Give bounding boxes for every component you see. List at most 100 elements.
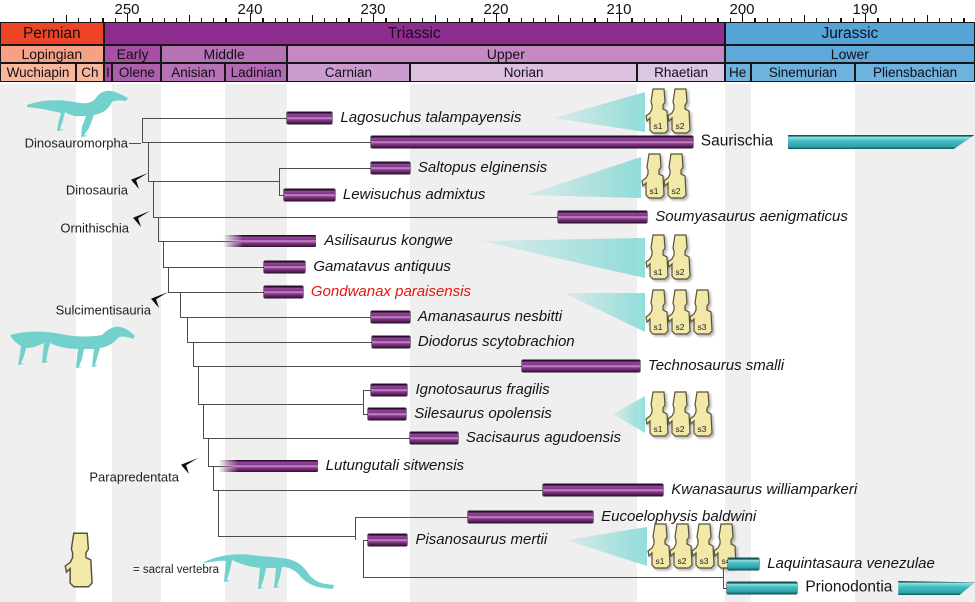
long-necked-dinosaur-silhouette-icon (202, 554, 334, 589)
sacral-vertebra-icon: s2 (667, 88, 691, 134)
tree-branch-line (168, 267, 170, 292)
axis-tick (114, 18, 116, 22)
taxon-label-pisanosaurus-mertii: Pisanosaurus mertii (415, 530, 548, 548)
sacral-group-pisanosaurus-mertii: s1 s2 s3 s4 (647, 523, 737, 569)
axis-tick (557, 15, 559, 22)
axis-tick (127, 13, 129, 22)
timescale-cell-lower: Lower (724, 45, 975, 63)
timescale-cell-label: I (106, 65, 110, 80)
axis-tick (262, 18, 264, 22)
timescale-cell-sinemurian: Sinemurian (750, 63, 856, 82)
clade-label-sulcimentisauria: Sulcimentisauria (55, 302, 151, 318)
tree-branch-line (279, 168, 373, 170)
axis-tick (594, 18, 596, 22)
axis-tick (373, 13, 375, 22)
axis-tick (901, 18, 904, 22)
axis-tick (225, 18, 227, 22)
svg-text:s2: s2 (678, 556, 687, 566)
timescale-cell-label: Permian (22, 24, 81, 42)
taxon-range-bar-kwanasaurus-williamparkeri (542, 484, 664, 496)
axis-tick (446, 18, 449, 22)
tree-branch-line (363, 577, 723, 579)
axis-tick (914, 18, 916, 22)
tree-branch-line (148, 181, 279, 183)
tree-branch-line (193, 366, 524, 368)
tree-branch-line (168, 292, 266, 294)
taxon-label-gondwanax-paraisensis: Gondwanax paraisensis (310, 282, 471, 300)
timescale-cell-rhaetian: Rhaetian (637, 63, 725, 82)
axis-tick (951, 18, 953, 22)
axis-tick (139, 18, 141, 22)
axis-tick (828, 18, 830, 22)
timescale-cell-label: Early (116, 46, 149, 62)
axis-tick (286, 18, 289, 22)
timescale-cell-label: Carnian (324, 65, 373, 80)
tree-branch-line (142, 118, 144, 142)
taxon-label-prionodontia: Prionodontia (805, 578, 893, 596)
axis-tick (791, 18, 793, 22)
tree-branch-line (198, 366, 200, 404)
tree-branch-line (180, 292, 182, 317)
axis-tick (311, 15, 313, 22)
sacral-group-gondwanax-paraisensis: s1 s2 s3 (645, 289, 713, 335)
axis-tick-label-250: 250 (114, 1, 140, 18)
taxon-label-diodorus-scytobrachion: Diodorus scytobrachion (417, 332, 575, 350)
axis-tick (409, 18, 412, 22)
tree-branch-line (218, 490, 220, 536)
tree-branch-line (213, 490, 545, 492)
taxon-label-lutungutali-sitwensis: Lutungutali sitwensis (325, 456, 465, 474)
taxon-range-bar-asilisaurus-kongwe (222, 235, 317, 247)
tree-branch-line (198, 404, 363, 406)
svg-text:s1: s1 (654, 424, 663, 434)
axis-tick (606, 18, 608, 22)
axis-tick-label-190: 190 (852, 1, 878, 18)
timescale-cell-label: He (729, 65, 747, 80)
taxon-range-bar-gondwanax-paraisensis (263, 286, 303, 298)
timescale-cell-label: Jurassic (821, 24, 879, 42)
bg-stripe (112, 84, 162, 602)
axis-tick (889, 18, 891, 22)
sacral-vertebra-icon: s1 (647, 523, 671, 569)
tree-branch-line (279, 195, 288, 197)
axis-tick (397, 18, 399, 22)
taxon-label-lagosuchus-talampayensis: Lagosuchus talampayensis (340, 108, 522, 126)
timescale-cell-he: He (724, 63, 751, 82)
timescale-cell-label: Wuchiapin (6, 65, 70, 80)
axis-tick (877, 18, 879, 22)
taxon-label-ignotosaurus-fragilis: Ignotosaurus fragilis (415, 380, 550, 398)
tree-branch-line (355, 517, 470, 519)
svg-text:s1: s1 (650, 186, 659, 196)
sacral-group-lewisuchus-admixtus: s1 s2 (641, 153, 687, 199)
timescale-cell-ladinian: Ladinian (225, 63, 287, 82)
axis-tick (778, 18, 781, 22)
taxon-range-bar-soumyasaurus-aenigmaticus (557, 211, 648, 223)
timescale-cell-label: Sinemurian (768, 65, 838, 80)
tree-branch-line (187, 342, 374, 344)
sacral-group-lagosuchus-talampayensis: s1 s2 (645, 88, 691, 134)
timescale-cell-label: Ch (81, 65, 99, 80)
sacral-vertebra-icon: s1 (641, 153, 665, 199)
axis-tick (336, 18, 338, 22)
sacral-vertebra-icon: s2 (667, 289, 691, 335)
range-continuation-arrow-saurischia (787, 135, 975, 149)
axis-tick (532, 18, 535, 22)
sacral-vertebra-icon: s1 (645, 289, 669, 335)
axis-tick (926, 15, 928, 22)
sacral-vertebra-icon: s1 (645, 88, 669, 134)
sacral-vertebra-icon: s1 (645, 234, 669, 280)
timescale-cell-label: Middle (203, 46, 245, 62)
axis-tick (840, 18, 842, 22)
tree-branch-line (723, 564, 725, 588)
tree-branch-line (355, 517, 357, 540)
tree-branch-line (187, 317, 189, 342)
taxon-range-bar-laquintasaura-venezulae (728, 558, 760, 570)
timescale-cell-label: Anisian (171, 65, 216, 80)
clade-arrow-icon (181, 458, 198, 474)
taxon-label-saltopus-elginensis: Saltopus elginensis (417, 158, 548, 176)
sacral-vertebra-icon: s3 (691, 523, 715, 569)
tree-branch-line (158, 241, 242, 243)
svg-text:s3: s3 (698, 424, 707, 434)
svg-text:s2: s2 (676, 121, 685, 131)
axis-tick-label-210: 210 (606, 1, 632, 18)
sacral-vertebra-icon: s3 (689, 391, 713, 437)
